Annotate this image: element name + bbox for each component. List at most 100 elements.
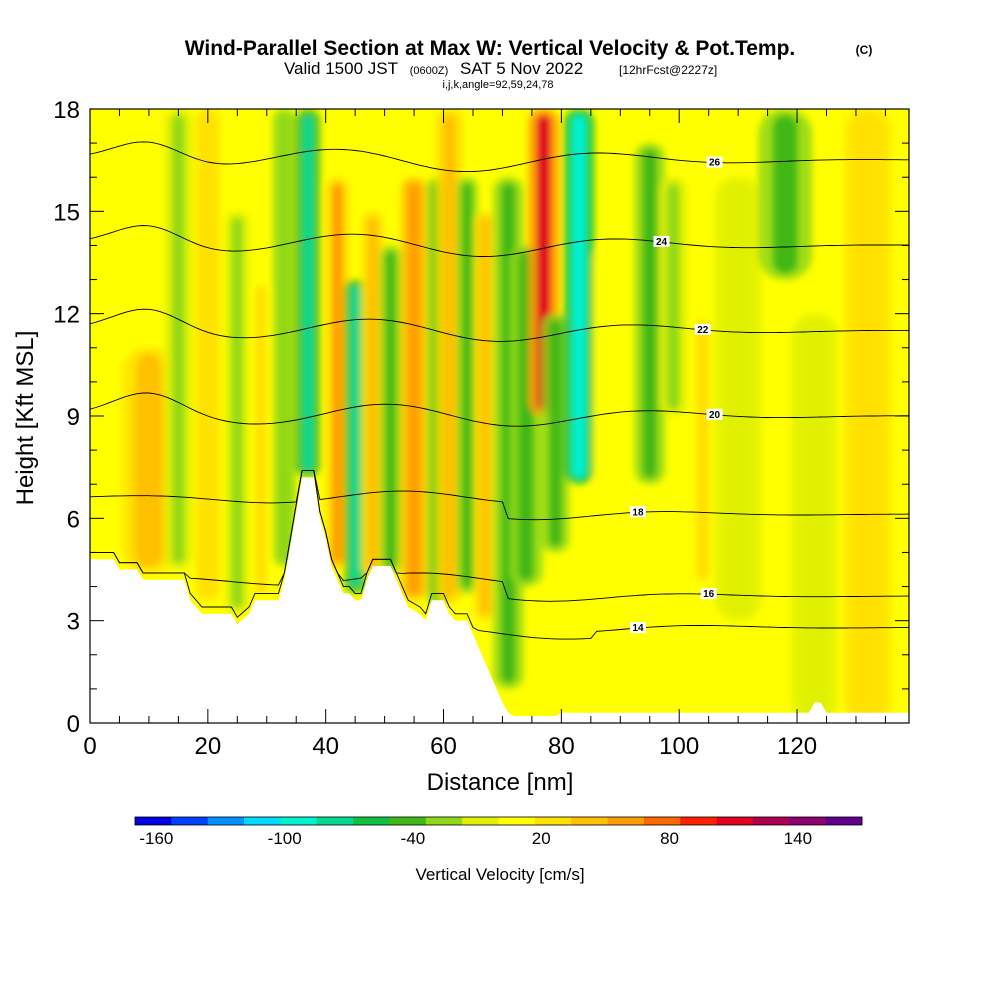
- colorbar-tick-label: -40: [401, 829, 426, 848]
- y-axis: 0 3 6 9 12 15 18: [53, 97, 909, 738]
- contour-label-text: 14: [632, 623, 644, 634]
- subtitle-line: Valid 1500 JST (0600Z) SAT 5 Nov 2022 [1…: [284, 59, 717, 78]
- x-tick-label: 60: [430, 733, 457, 760]
- velocity-band-core: [804, 319, 826, 717]
- colorbar-swatch: [353, 817, 390, 825]
- colorbar-swatch: [498, 817, 536, 825]
- contour-label-14: 14: [629, 622, 646, 634]
- theta-contour-22: [90, 308, 909, 342]
- theta-contour-20: [90, 392, 909, 427]
- theta-contours: [90, 141, 909, 640]
- colorbar-tick-label: 20: [532, 829, 551, 848]
- velocity-band-core: [331, 183, 344, 564]
- subtitle-forecast: [12hrFcst@2227z]: [619, 63, 717, 77]
- velocity-band-core: [642, 149, 657, 479]
- subtitle-zulu: (0600Z): [410, 65, 449, 77]
- x-axis: 0 20 40 60 80 100 120: [83, 109, 886, 760]
- velocity-band-core: [727, 183, 749, 615]
- velocity-band-core: [666, 183, 680, 410]
- contour-label-26: 26: [706, 156, 723, 169]
- theta-contour-16: [90, 470, 909, 602]
- contour-label-bg: [694, 323, 711, 335]
- colorbar-swatch: [789, 817, 826, 825]
- colorbar-swatch: [462, 817, 499, 825]
- velocity-band-core: [255, 285, 267, 595]
- contour-label-20: 20: [706, 408, 723, 421]
- contour-label-24: 24: [653, 235, 670, 248]
- contour-label-16: 16: [700, 588, 717, 600]
- y-tick-label: 3: [67, 609, 80, 636]
- colorbar-swatch: [244, 817, 281, 825]
- y-tick-label: 9: [67, 404, 80, 431]
- velocity-band-core: [231, 217, 243, 608]
- colorbar-swatch: [752, 817, 790, 825]
- velocity-band-core: [97, 115, 119, 581]
- subtitle-date: SAT 5 Nov 2022: [460, 59, 583, 78]
- colorbar-swatch: [607, 817, 645, 825]
- colorbar-swatch: [135, 817, 172, 825]
- velocity-band-core: [279, 115, 290, 561]
- copyright-mark: (C): [856, 43, 873, 57]
- velocity-band-core: [202, 115, 214, 595]
- contour-label-bg: [653, 235, 670, 247]
- chart-title: Wind-Parallel Section at Max W: Vertical…: [185, 37, 796, 60]
- colorbar-swatch: [389, 817, 427, 825]
- contour-label-text: 22: [697, 325, 709, 336]
- colorbar-swatch: [534, 817, 572, 825]
- colorbar-swatch: [680, 817, 717, 825]
- velocity-band-core: [571, 115, 587, 479]
- colorbar-tick-label: -100: [268, 829, 302, 848]
- y-tick-label: 15: [53, 199, 80, 226]
- contour-label-18: 18: [629, 506, 646, 518]
- colorbar-swatch: [425, 817, 463, 825]
- y-tick-label: 12: [53, 302, 80, 329]
- colorbar-swatch: [280, 817, 318, 825]
- colorbar-tick-label: -160: [139, 829, 173, 848]
- x-tick-label: 20: [194, 733, 221, 760]
- contour-label-bg: [706, 156, 723, 168]
- x-axis-title: Distance [nm]: [427, 769, 574, 796]
- y-tick-label: 18: [53, 97, 80, 124]
- velocity-band-core: [549, 319, 562, 547]
- contour-label-text: 24: [656, 237, 668, 248]
- plot-area: 141618202224262830323436: [90, 109, 909, 723]
- velocity-band-core: [601, 251, 616, 547]
- velocity-band-core: [350, 285, 361, 588]
- theta-contour-14: [90, 470, 909, 640]
- contour-label-text: 26: [709, 158, 721, 169]
- theta-contour-18: [90, 470, 909, 521]
- theta-contour-24: [90, 225, 909, 257]
- colorbar-title: Vertical Velocity [cm/s]: [415, 865, 584, 884]
- x-tick-label: 80: [548, 733, 575, 760]
- velocity-band-core: [479, 217, 490, 615]
- contour-label-text: 16: [703, 589, 715, 600]
- contour-label-text: 18: [632, 507, 644, 518]
- contour-label-text: 20: [709, 410, 721, 421]
- contour-label-bg: [629, 622, 646, 634]
- colorbar: -160 -100 -40 20 80 140: [134, 816, 863, 848]
- subtitle-valid: Valid 1500 JST: [284, 59, 398, 78]
- x-tick-label: 100: [659, 733, 699, 760]
- velocity-band-core: [385, 251, 396, 567]
- theta-contour-labels: 141618202224262830323436: [629, 156, 723, 634]
- colorbar-tick-label: 140: [784, 829, 812, 848]
- colorbar-swatch: [825, 817, 863, 825]
- velocity-band-core: [772, 115, 798, 274]
- velocity-band-core: [443, 115, 456, 598]
- terrain-mask: [90, 477, 909, 723]
- velocity-band-core: [408, 183, 421, 595]
- colorbar-swatch: [643, 817, 681, 825]
- y-tick-label: 6: [67, 506, 80, 533]
- subtitle-indices: i,j,k,angle=92,59,24,78: [442, 79, 553, 91]
- colorbar-swatch: [716, 817, 754, 825]
- velocity-band-core: [172, 115, 185, 564]
- colorbar-swatch: [571, 817, 608, 825]
- colorbar-frame: [134, 816, 863, 826]
- colorbar-swatch: [316, 817, 354, 825]
- colorbar-swatch: [207, 817, 245, 825]
- velocity-band-core: [462, 183, 473, 588]
- contour-label-bg: [706, 408, 723, 420]
- velocity-band-core: [136, 353, 162, 567]
- y-axis-title: Height [Kft MSL]: [12, 331, 39, 506]
